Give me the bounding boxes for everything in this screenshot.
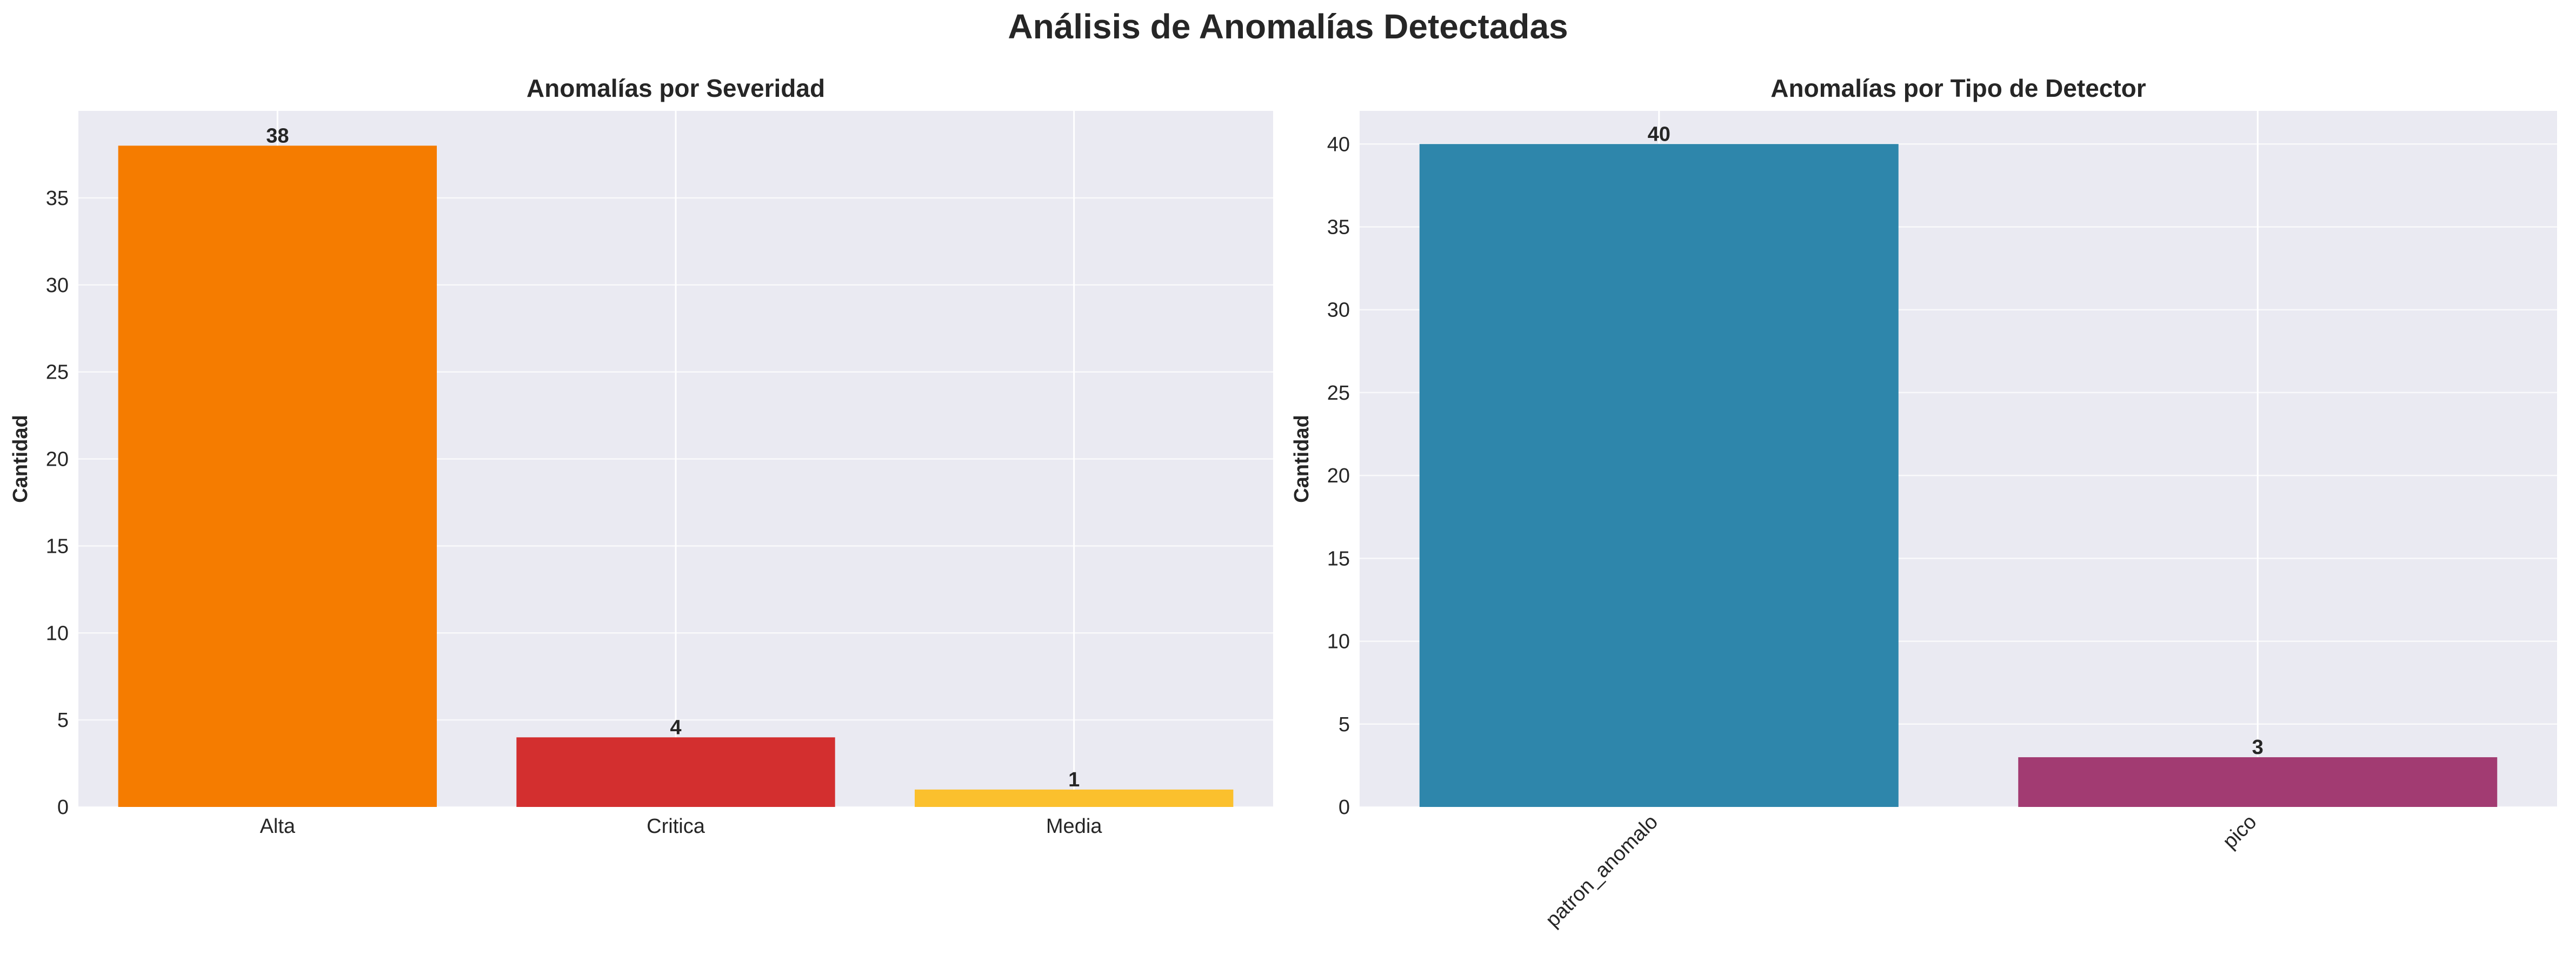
y-tick-label: 0 [1339,796,1350,819]
bar-patron_anomalo [1419,144,1899,807]
bar-value-label: 40 [1648,123,1670,145]
x-tick-label: pico [2219,811,2261,853]
bar-value-label: 3 [2252,736,2264,759]
chart-title: Anomalías por Tipo de Detector [1770,74,2146,102]
y-tick-label: 15 [46,535,69,558]
x-tick-label: patron_anomalo [1541,811,1662,932]
y-tick-label: 25 [1327,382,1350,405]
bar-value-label: 38 [266,124,289,147]
y-tick-label: 10 [46,622,69,645]
bar-pico [2018,757,2498,807]
y-tick-label: 15 [1327,547,1350,570]
x-tick-label: Critica [647,815,705,838]
y-tick-label: 20 [46,448,69,471]
y-tick-label: 5 [1339,713,1350,736]
y-tick-label: 25 [46,361,69,384]
y-tick-label: 5 [57,709,69,732]
y-tick-label: 20 [1327,465,1350,487]
y-tick-label: 30 [46,274,69,297]
bar-Alta [118,145,437,807]
y-axis-label: Cantidad [1290,415,1313,503]
y-tick-label: 30 [1327,299,1350,322]
bar-Critica [516,737,835,807]
x-tick-label: Media [1046,815,1102,838]
y-tick-label: 35 [1327,216,1350,239]
bar-Media [915,789,1234,807]
x-tick-label: Alta [260,815,296,838]
y-tick-label: 35 [46,187,69,210]
y-tick-label: 0 [57,796,69,819]
bar-value-label: 1 [1068,769,1080,791]
y-tick-label: 40 [1327,133,1350,156]
bar-value-label: 4 [670,716,681,739]
figure-title: Análisis de Anomalías Detectadas [1008,7,1568,46]
y-tick-label: 10 [1327,631,1350,653]
y-axis-label: Cantidad [9,415,32,503]
chart-title: Anomalías por Severidad [527,74,825,102]
